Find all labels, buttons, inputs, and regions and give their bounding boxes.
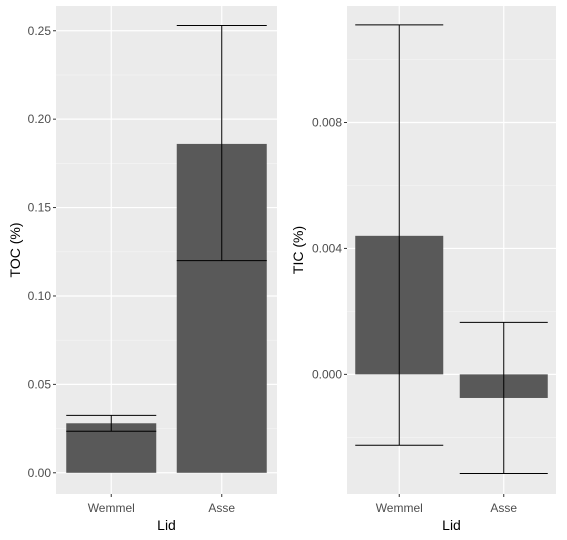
- y-tick-label: 0.05: [28, 377, 52, 391]
- y-tick-label: 0.00: [28, 466, 52, 480]
- x-axis-title: Lid: [157, 517, 176, 533]
- panel-1: 0.00 0.05 0.10 0.15 0.20 0.25 Wemmel Asse Lid TOC…: [7, 6, 277, 533]
- y-tick-label: 0.004: [312, 241, 342, 255]
- x-tick-label: Wemmel: [88, 501, 135, 515]
- x-axis-title: Lid: [442, 517, 461, 533]
- x-tick-label: Asse: [208, 501, 235, 515]
- panel-2: 0.000 0.004 0.008 Wemmel Asse Lid TIC (%): [290, 6, 556, 533]
- y-axis-title: TOC (%): [7, 223, 23, 278]
- y-axis-title: TIC (%): [290, 226, 306, 274]
- y-tick-label: 0.000: [312, 367, 342, 381]
- y-tick-label: 0.20: [28, 112, 52, 126]
- y-tick-label: 0.15: [28, 201, 52, 215]
- y-tick-label: 0.008: [312, 115, 342, 129]
- x-tick-label: Wemmel: [376, 501, 423, 515]
- y-tick-label: 0.10: [28, 289, 52, 303]
- x-tick-label: Asse: [490, 501, 517, 515]
- y-tick-label: 0.25: [28, 24, 52, 38]
